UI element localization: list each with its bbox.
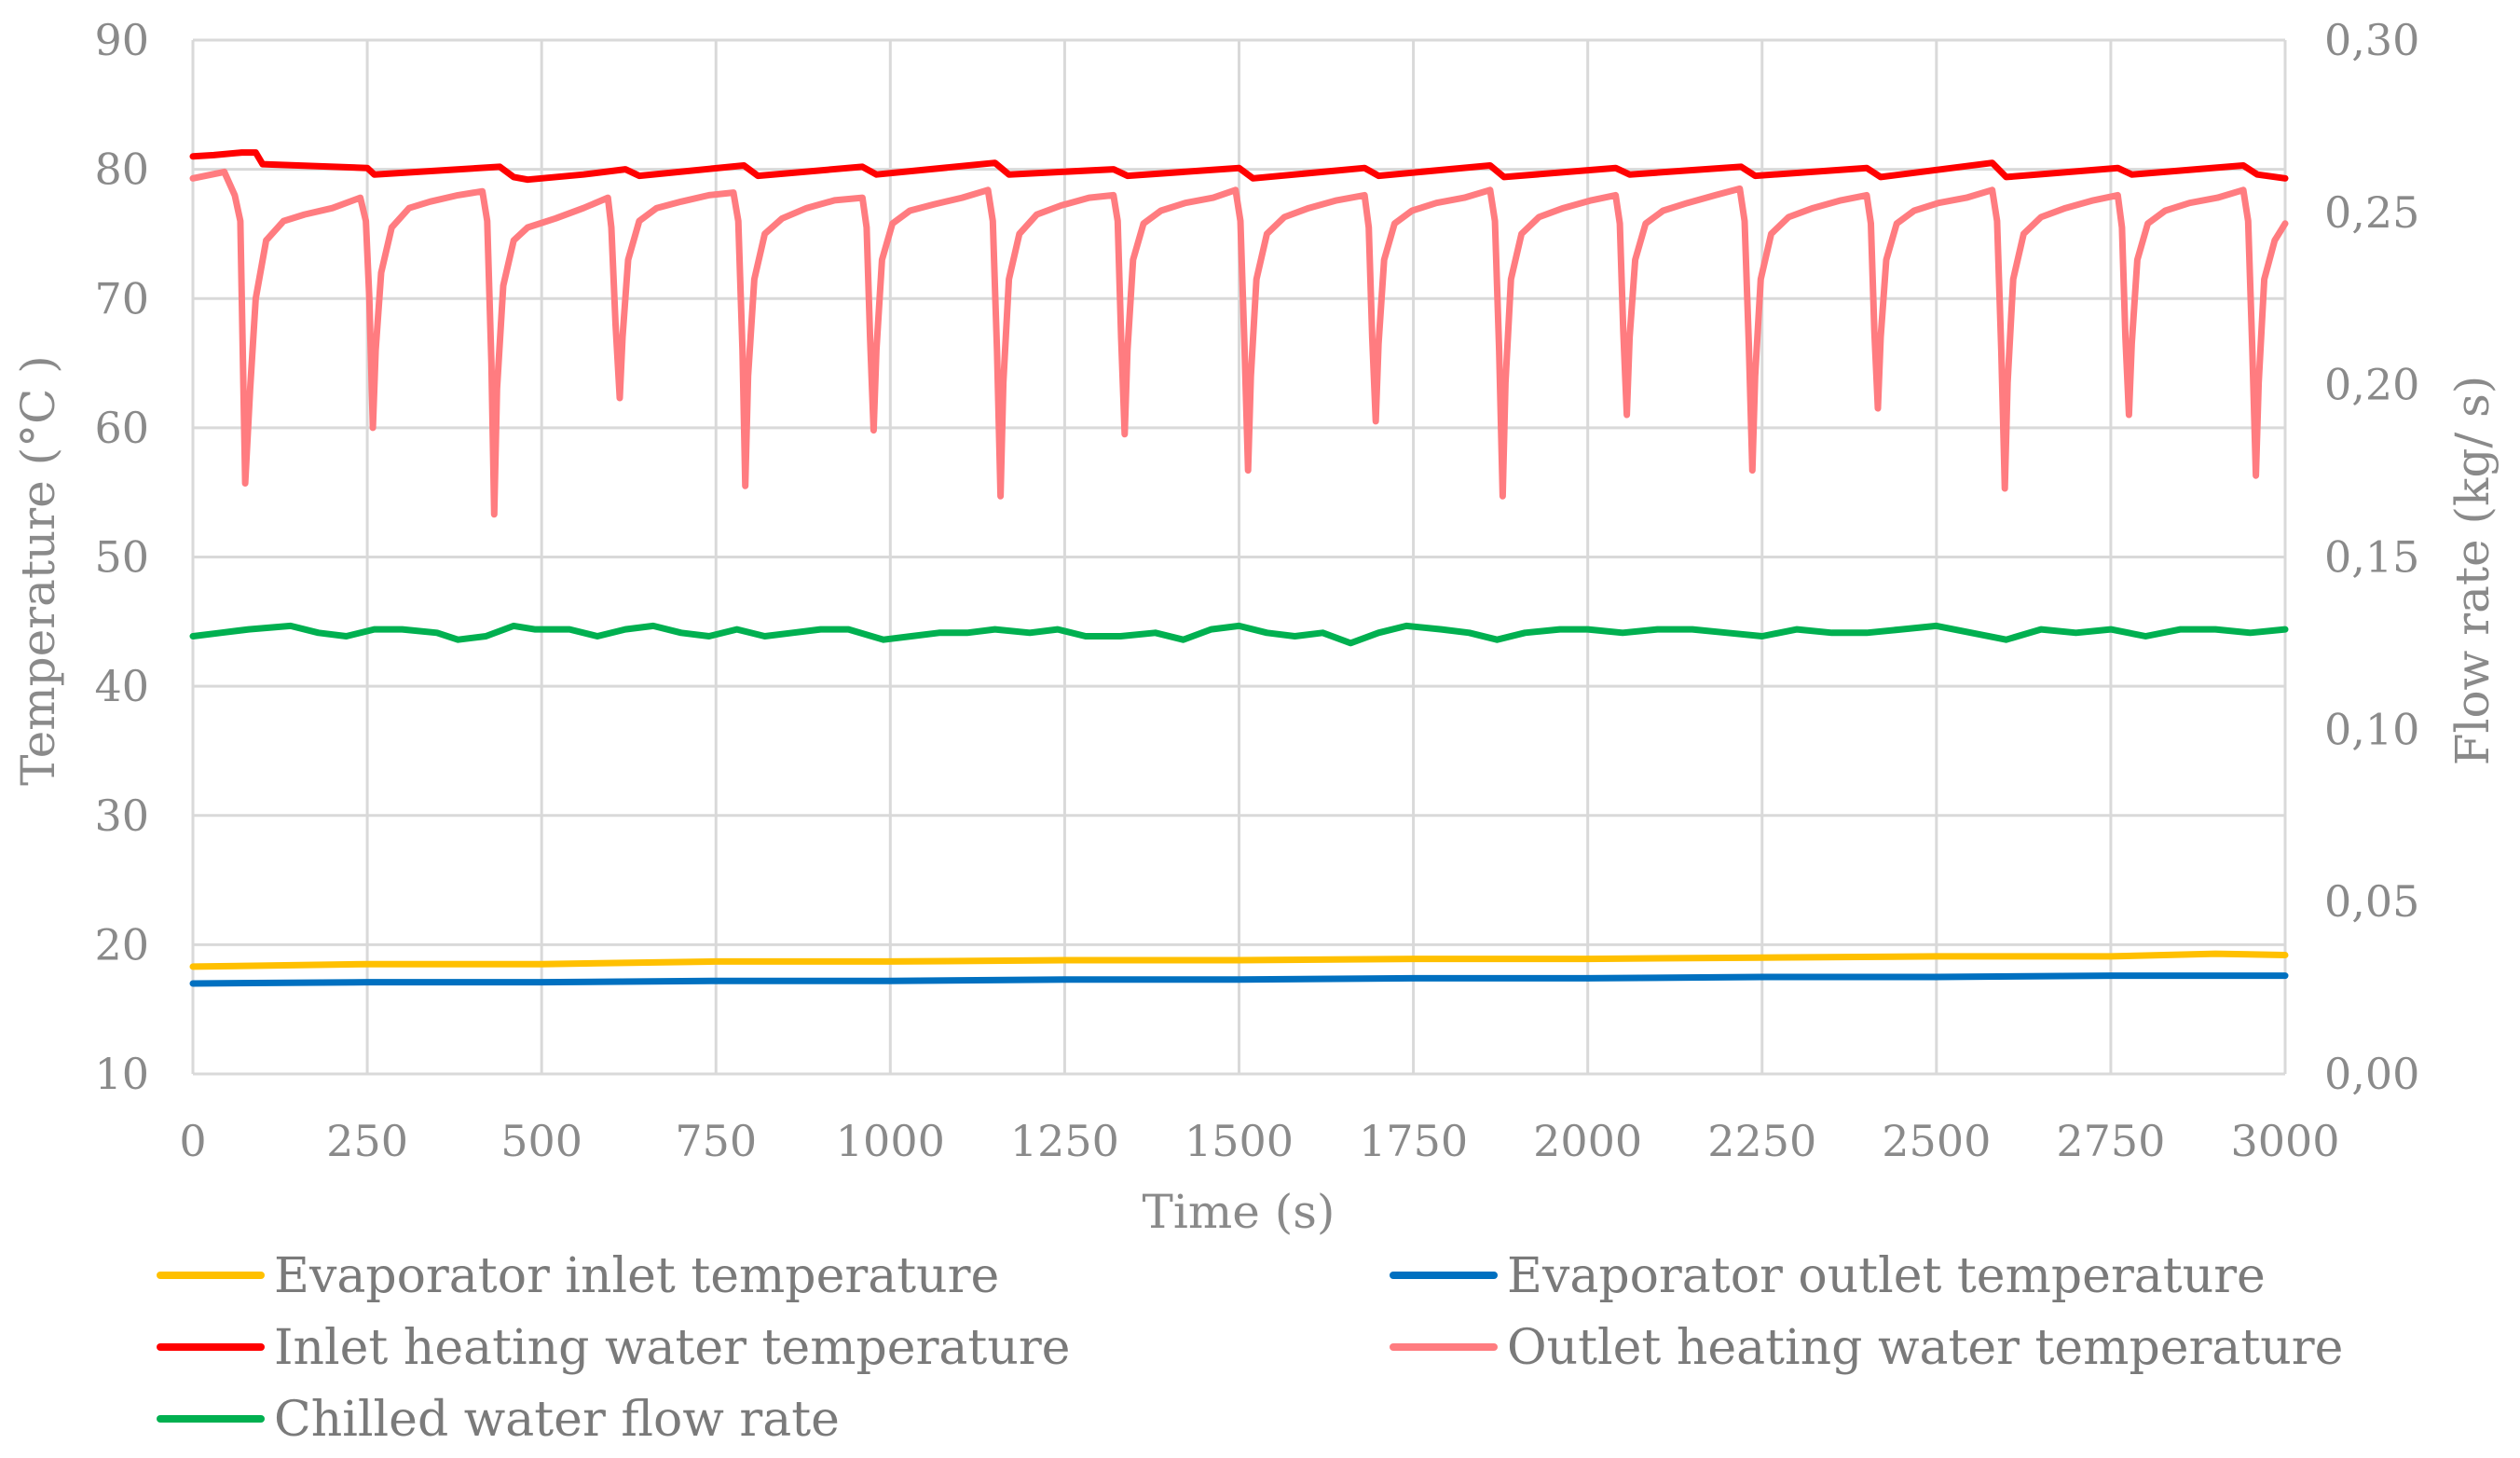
series-line-outlet-heating-water-temperature [189, 168, 2289, 518]
y2-tick-label: 0,00 [2324, 1049, 2419, 1099]
y-tick-label: 90 [94, 15, 149, 65]
x-tick-label: 250 [326, 1116, 408, 1166]
legend-label-chilled-water-flow-rate: Chilled water flow rate [274, 1392, 840, 1448]
series-line-evaporator-outlet-temperature [189, 972, 2289, 987]
y-tick-label: 60 [94, 403, 149, 453]
x-tick-label: 2500 [1882, 1116, 1991, 1166]
y-tick-label: 70 [94, 273, 149, 323]
y-tick-label: 10 [94, 1049, 149, 1099]
series-layer [189, 149, 2289, 987]
ticks: 0 250 500 750 1000 1250 1500 1750 2000 2250 2500 27… [94, 15, 2419, 1166]
legend-label-evaporator-inlet-temperature: Evaporator inlet temperature [274, 1248, 999, 1304]
x-tick-label: 1250 [1010, 1116, 1119, 1166]
legend-label-inlet-heating-water-temperature: Inlet heating water temperature [274, 1320, 1070, 1376]
x-tick-label: 1750 [1359, 1116, 1468, 1166]
x-tick-label: 2000 [1533, 1116, 1642, 1166]
y-tick-label: 20 [94, 919, 149, 970]
y2-tick-label: 0,25 [2324, 187, 2419, 238]
y-axis-title: Temperature (°C ) [11, 355, 65, 786]
y-tick-label: 80 [94, 144, 149, 195]
x-tick-label: 1000 [836, 1116, 945, 1166]
legend-label-outlet-heating-water-temperature: Outlet heating water temperature [1507, 1320, 2343, 1376]
x-tick-label: 750 [675, 1116, 757, 1166]
grid [191, 38, 2287, 1076]
x-tick-label: 500 [500, 1116, 582, 1166]
x-tick-label: 2750 [2056, 1116, 2165, 1166]
y2-axis-title: Flow rate (kg/ s) [2445, 376, 2499, 765]
legend: Evaporator inlet temperature Evaporator o… [157, 1248, 2343, 1448]
y2-tick-label: 0,30 [2324, 15, 2419, 65]
y-tick-label: 40 [94, 661, 149, 711]
y-tick-label: 30 [94, 791, 149, 841]
y2-tick-label: 0,15 [2324, 532, 2419, 583]
x-tick-label: 0 [179, 1116, 206, 1166]
x-tick-label: 2250 [1707, 1116, 1816, 1166]
x-tick-label: 3000 [2230, 1116, 2339, 1166]
y2-tick-label: 0,20 [2324, 360, 2419, 410]
series-line-inlet-heating-water-temperature [189, 149, 2289, 184]
series-line-evaporator-inlet-temperature [189, 950, 2289, 970]
series-line-chilled-water-flow-rate [189, 622, 2289, 647]
x-axis-title: Time (s) [1143, 1185, 1335, 1239]
y-tick-label: 50 [94, 532, 149, 583]
legend-label-evaporator-outlet-temperature: Evaporator outlet temperature [1507, 1248, 2266, 1304]
y2-tick-label: 0,05 [2324, 876, 2419, 927]
y2-tick-label: 0,10 [2324, 704, 2419, 754]
x-tick-label: 1500 [1185, 1116, 1294, 1166]
